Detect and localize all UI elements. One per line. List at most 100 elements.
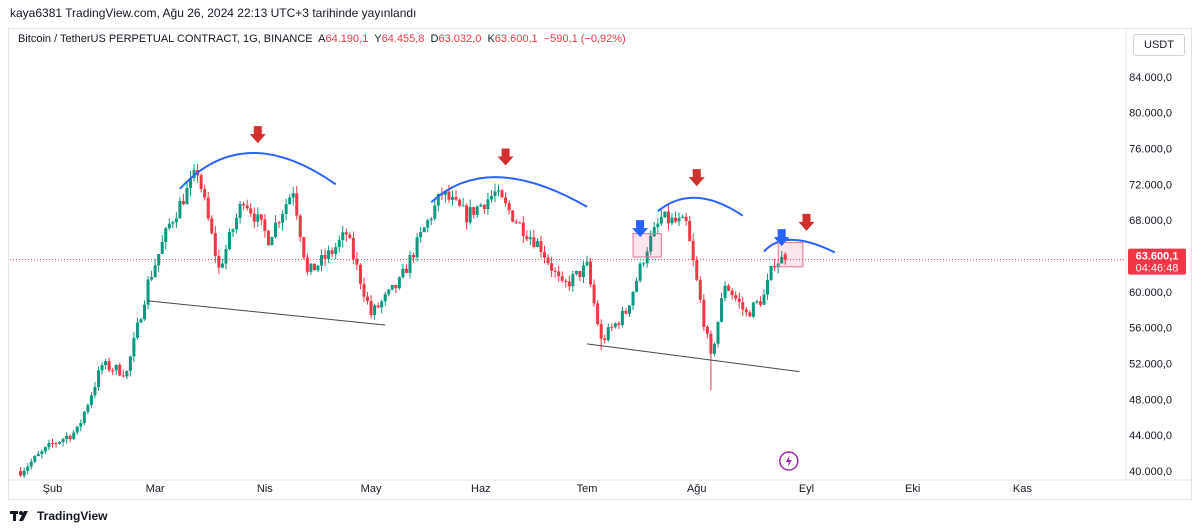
candle-body xyxy=(284,204,288,215)
candle-body xyxy=(734,295,738,299)
candle-body xyxy=(585,261,589,266)
candle-body xyxy=(164,228,168,243)
down-arrow-red xyxy=(497,148,514,166)
candle-body xyxy=(121,375,125,377)
candle-body xyxy=(273,222,277,238)
candle-body xyxy=(295,193,299,216)
last-price-label-bg xyxy=(1128,248,1186,275)
candle-body xyxy=(104,361,108,366)
currency-button[interactable]: USDT xyxy=(1133,34,1185,56)
candle-body xyxy=(362,283,366,297)
candle-body xyxy=(58,441,62,444)
candle-body xyxy=(412,255,416,258)
top-arc xyxy=(430,176,588,208)
candle-body xyxy=(762,294,766,305)
candle-body xyxy=(564,280,568,282)
candle-body xyxy=(47,443,51,448)
candle-body xyxy=(171,222,175,224)
candle-body xyxy=(26,466,30,471)
open-label: A xyxy=(318,33,326,45)
y-tick-label: 40.000,0 xyxy=(1129,466,1172,478)
candle-body xyxy=(769,265,773,280)
lightning-icon xyxy=(785,455,792,467)
candle-body xyxy=(635,280,639,292)
candle-body xyxy=(351,238,355,259)
footer-brand: TradingView xyxy=(37,509,108,523)
candle-body xyxy=(744,309,748,313)
candle-body xyxy=(150,276,154,280)
y-tick-label: 80.000,0 xyxy=(1129,108,1172,120)
candle-body xyxy=(666,211,670,224)
candle-body xyxy=(220,263,224,268)
candle-body xyxy=(723,285,727,299)
candle-body xyxy=(691,241,695,261)
down-arrow-red xyxy=(249,126,266,144)
change-value: −590,1 (−0,92%) xyxy=(543,33,626,45)
candle-body xyxy=(560,276,564,281)
candle-body xyxy=(712,343,716,354)
candle-body xyxy=(323,254,327,259)
candle-body xyxy=(68,435,72,440)
low-label: D xyxy=(430,33,439,45)
candle-body xyxy=(270,237,274,246)
candle-body xyxy=(394,284,398,289)
candle-body xyxy=(344,232,348,235)
candle-body xyxy=(334,247,338,254)
candle-body xyxy=(93,387,97,396)
candle-body xyxy=(518,222,522,224)
candle-body xyxy=(681,216,685,219)
candle-body xyxy=(433,205,437,219)
highlight-box xyxy=(632,233,662,258)
candle-body xyxy=(54,443,58,445)
candle-body xyxy=(436,193,440,206)
symbol-title[interactable]: Bitcoin / TetherUS PERPETUAL CONTRACT, 1… xyxy=(18,33,313,45)
x-tick-label: Mar xyxy=(146,483,165,495)
candle-body xyxy=(426,220,430,228)
candle-body xyxy=(210,218,214,234)
candle-body xyxy=(86,405,90,412)
candle-body xyxy=(178,201,182,219)
candle-body xyxy=(366,296,370,301)
candle-body xyxy=(259,214,263,220)
candle-body xyxy=(312,263,316,271)
candle-body xyxy=(422,227,426,233)
candle-body xyxy=(19,471,23,476)
candle-body xyxy=(75,426,79,433)
candle-body xyxy=(401,268,405,278)
candle-body xyxy=(249,208,253,214)
footer: TradingView xyxy=(10,509,107,523)
candle-body xyxy=(227,232,231,250)
candle-body xyxy=(465,205,469,223)
candle-body xyxy=(128,356,132,371)
candle-body xyxy=(624,310,628,314)
candle-body xyxy=(550,263,554,271)
y-tick-label: 52.000,0 xyxy=(1129,359,1172,371)
x-tick-label: Eki xyxy=(905,483,920,495)
candle-body xyxy=(256,214,260,222)
candle-body xyxy=(504,197,508,204)
candle-body xyxy=(677,218,681,222)
candle-body xyxy=(29,461,33,467)
candle-body xyxy=(387,289,391,295)
candle-body xyxy=(327,250,331,259)
candle-body xyxy=(716,321,720,344)
y-tick-label: 48.000,0 xyxy=(1129,394,1172,406)
open-value: 64.190,1 xyxy=(325,33,369,45)
candle-body xyxy=(373,305,377,316)
top-arc xyxy=(179,152,337,190)
candle-body xyxy=(596,303,600,325)
candle-body xyxy=(748,312,752,317)
candle-body xyxy=(235,217,239,230)
candle-body xyxy=(642,263,646,265)
candle-body xyxy=(443,191,447,195)
candle-body xyxy=(302,237,306,258)
y-tick-label: 56.000,0 xyxy=(1129,323,1172,335)
candle-body xyxy=(192,170,196,179)
chart-legend: Bitcoin / TetherUS PERPETUAL CONTRACT, 1… xyxy=(18,33,626,45)
candle-body xyxy=(652,227,656,237)
candle-body xyxy=(532,237,536,247)
candle-body xyxy=(50,443,54,445)
x-tick-label: Eyl xyxy=(799,483,814,495)
candle-body xyxy=(617,323,621,326)
